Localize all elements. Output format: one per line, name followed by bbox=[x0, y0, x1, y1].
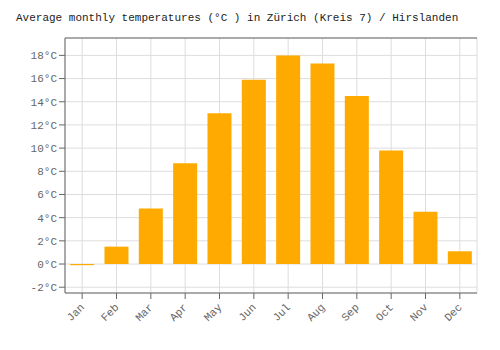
svg-text:12°C: 12°C bbox=[31, 120, 58, 132]
svg-text:Feb: Feb bbox=[99, 301, 121, 323]
svg-text:Jan: Jan bbox=[65, 301, 87, 323]
svg-text:16°C: 16°C bbox=[31, 73, 58, 85]
svg-text:Mar: Mar bbox=[133, 301, 155, 323]
svg-text:6°C: 6°C bbox=[37, 189, 57, 201]
svg-text:Jul: Jul bbox=[271, 301, 293, 323]
svg-text:18°C: 18°C bbox=[31, 50, 58, 62]
svg-text:Oct: Oct bbox=[374, 301, 396, 323]
svg-text:Sep: Sep bbox=[339, 301, 361, 323]
html-text:Average monthly temperatures (: Average monthly temperatures (°C ) in Zü… bbox=[16, 12, 459, 24]
svg-text:-2°C: -2°C bbox=[31, 282, 58, 294]
svg-text:8°C: 8°C bbox=[37, 166, 57, 178]
svg-text:Dec: Dec bbox=[442, 301, 464, 323]
svg-text:10°C: 10°C bbox=[31, 143, 58, 155]
svg-text:Jun: Jun bbox=[236, 301, 258, 323]
svg-text:Aug: Aug bbox=[305, 301, 327, 323]
svg-text:14°C: 14°C bbox=[31, 97, 58, 109]
svg-text:May: May bbox=[202, 301, 225, 324]
svg-text:0°C: 0°C bbox=[37, 259, 57, 271]
svg-text:Nov: Nov bbox=[408, 301, 431, 324]
svg-text:Apr: Apr bbox=[168, 301, 190, 323]
svg-text:2°C: 2°C bbox=[37, 236, 57, 248]
svg-text:4°C: 4°C bbox=[37, 213, 57, 225]
